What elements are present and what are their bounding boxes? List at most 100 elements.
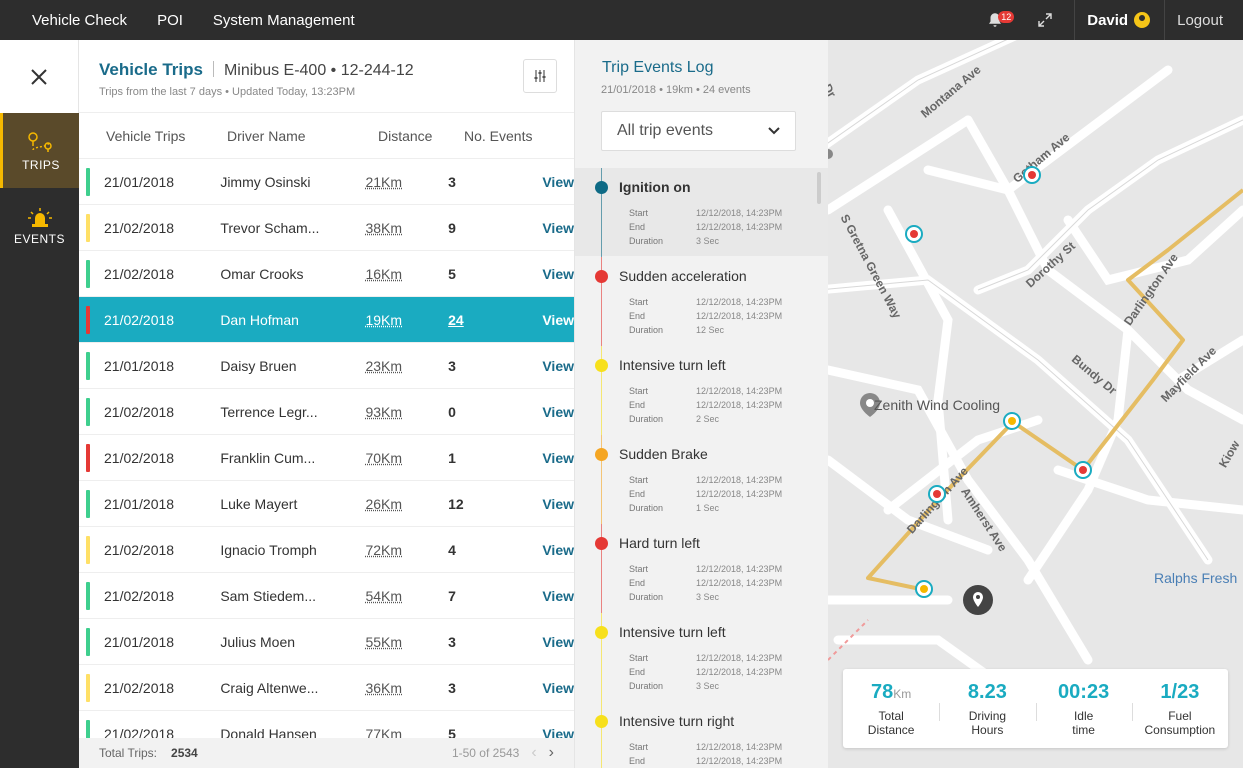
driver-name: Dan Hofman [220,311,299,328]
view-link[interactable]: View [542,725,574,739]
event-item[interactable]: Intensive turn left Start 12/12/2018, 14:2… [575,613,828,702]
event-detail-value: 12 Sec [696,325,725,335]
event-marker[interactable] [1003,412,1021,430]
event-detail-key: Duration [629,325,664,335]
event-item[interactable]: Sudden acceleration Start 12/12/2018, 14:2… [575,257,828,346]
filter-button[interactable] [523,59,557,93]
table-row[interactable]: 21/01/2018 Daisy Bruen 23Km 3 View [79,343,574,389]
driver-name: Franklin Cum... [220,449,316,466]
place-label: Ralphs Fresh [1154,570,1238,586]
trip-distance-value: 77Km [365,725,403,739]
event-item[interactable]: Ignition on Start 12/12/2018, 14:23PM End 12… [575,168,828,257]
column-header[interactable]: Driver Name [227,127,306,144]
view-link[interactable]: View [542,449,574,466]
event-marker[interactable] [928,485,946,503]
logout-link[interactable]: Logout [1177,11,1223,29]
timeline-line [601,257,602,346]
location-pin-icon[interactable] [962,584,994,616]
column-header[interactable]: Vehicle Trips [106,127,186,144]
column-header[interactable]: No. Events [464,127,533,144]
event-count: 5 [448,726,542,739]
map-view[interactable]: ndy Dr Montana Ave Gotham Ave S Gretna G… [828,40,1243,768]
poi-pin-icon[interactable] [858,392,882,418]
table-row[interactable]: 21/02/2018 Franklin Cum... 70Km 1 View [79,435,574,481]
view-link[interactable]: View [542,587,574,604]
trip-events-log: Trip Events Log 21/01/2018 • 19km • 24 e… [575,40,828,768]
view-link[interactable]: View [542,541,574,558]
view-link[interactable]: View [542,265,574,282]
event-item[interactable]: Hard turn left Start 12/12/2018, 14:23PM En… [575,524,828,613]
trip-distance-value: 54Km [365,587,403,604]
table-row[interactable]: 21/02/2018 Donald Hansen 77Km 5 View [79,711,574,738]
table-row[interactable]: 21/02/2018 Terrence Legr... 93Km 0 View [79,389,574,435]
fullscreen-icon[interactable] [1038,13,1052,27]
event-detail-value: 12/12/2018, 14:23PM [696,578,783,588]
event-detail: Start 12/12/2018, 14:23PM [629,386,782,396]
avatar-icon[interactable] [1134,12,1151,28]
event-detail: Duration 12 Sec [629,325,724,335]
trip-distance-value: 36Km [365,679,403,696]
event-count: 3 [448,680,542,696]
event-item[interactable]: Intensive turn left Start 12/12/2018, 14:2… [575,346,828,435]
table-row[interactable]: 21/01/2018 Jimmy Osinski 21Km 3 View [79,159,574,205]
table-row[interactable]: 21/01/2018 Luke Mayert 26Km 12 View [79,481,574,527]
vehicle-name: Minibus E-400 • 12-244-12 [223,62,414,79]
event-filter-select[interactable]: All trip events [601,111,796,151]
event-marker[interactable] [1074,461,1092,479]
table-row[interactable]: 21/01/2018 Julius Moen 55Km 3 View [79,619,574,665]
next-page-icon[interactable]: › [548,744,554,761]
vehicle-trips-panel: Vehicle Trips Minibus E-400 • 12-244-12 T… [79,40,575,768]
nav-vehicle-check[interactable]: Vehicle Check [32,11,128,29]
event-marker[interactable] [1023,166,1041,184]
event-detail: Duration 3 Sec [629,236,719,246]
rail-item-label: TRIPS [22,157,60,172]
event-item[interactable]: Sudden Brake Start 12/12/2018, 14:23PM End 1… [575,435,828,524]
user-name[interactable]: David [1087,11,1129,29]
table-row[interactable]: 21/02/2018 Trevor Scham... 38Km 9 View [79,205,574,251]
table-row[interactable]: 21/02/2018 Omar Crooks 16Km 5 View [79,251,574,297]
view-link[interactable]: View [542,679,574,696]
status-indicator [86,674,90,702]
event-detail-key: Start [629,653,649,663]
table-row[interactable]: 21/02/2018 Sam Stiedem... 54Km 7 View [79,573,574,619]
table-row[interactable]: 21/02/2018 Craig Altenwe... 36Km 3 View [79,665,574,711]
event-detail-value: 12/12/2018, 14:23PM [696,297,783,307]
table-row[interactable]: 21/02/2018 Ignacio Tromph 72Km 4 View [79,527,574,573]
nav-poi[interactable]: POI [157,11,183,29]
view-link[interactable]: View [542,403,574,420]
view-link[interactable]: View [542,219,574,236]
event-detail: Duration 1 Sec [629,503,719,513]
event-count: 7 [448,588,542,604]
rail-item-events[interactable]: EVENTS [0,188,79,263]
trip-distance: 36Km [365,680,448,696]
event-detail: Start 12/12/2018, 14:23PM [629,564,782,574]
trip-distance: 77Km [365,726,448,739]
rail-item-trips[interactable]: TRIPS [0,113,79,188]
divider [212,61,214,77]
close-button[interactable] [0,40,79,113]
view-link[interactable]: View [542,311,574,328]
event-detail-key: Duration [629,681,664,691]
event-detail-value: 12/12/2018, 14:23PM [696,653,783,663]
table-row[interactable]: 21/02/2018 Dan Hofman 19Km 24 View [79,297,574,343]
event-detail: Start 12/12/2018, 14:23PM [629,475,782,485]
event-marker[interactable] [905,225,923,243]
driver-name: Daisy Bruen [220,357,297,374]
event-detail-key: End [629,756,646,766]
view-link[interactable]: View [542,633,574,650]
scrollbar[interactable] [817,172,821,204]
view-link[interactable]: View [542,357,574,374]
stat-total-distance: 78Km Total Distance [843,681,939,737]
event-count-value: 3 [448,679,456,696]
event-item[interactable]: Intensive turn right Start 12/12/2018, 14:… [575,702,828,768]
trip-distance: 21Km [365,174,448,190]
column-header[interactable]: Distance [378,127,433,144]
view-link[interactable]: View [542,495,574,512]
notifications-button[interactable]: 12 [986,9,1015,31]
rail-item-label: EVENTS [13,231,65,246]
prev-page-icon[interactable]: ‹ [531,744,537,761]
nav-system-management[interactable]: System Management [212,11,355,29]
event-marker[interactable] [915,580,933,598]
stat-label: Fuel Consumption [1144,708,1216,737]
view-link[interactable]: View [542,173,574,190]
